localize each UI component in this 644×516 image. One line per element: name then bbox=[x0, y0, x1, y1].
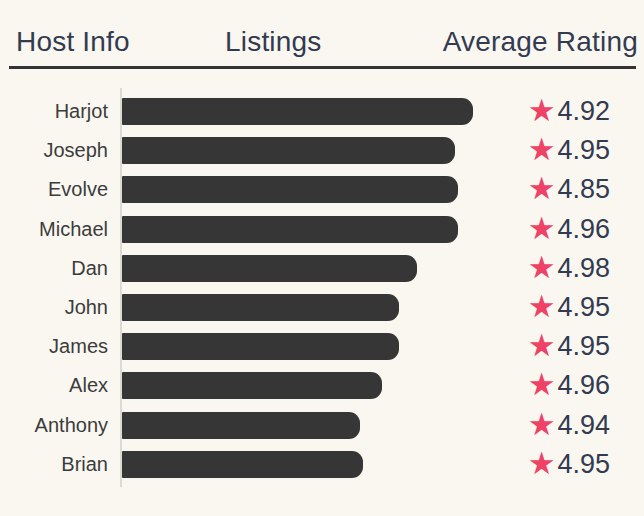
average-rating: ★ 4.96 bbox=[528, 370, 610, 401]
listings-bar-track bbox=[122, 412, 506, 439]
listings-bar-track bbox=[122, 294, 506, 321]
chart: Host Info Listings Average Rating Harjot… bbox=[0, 0, 644, 516]
listings-bar-track bbox=[122, 372, 506, 399]
listings-bar bbox=[122, 372, 382, 399]
average-rating: ★ 4.95 bbox=[528, 292, 610, 323]
average-rating: ★ 4.95 bbox=[528, 331, 610, 362]
listings-bar bbox=[122, 255, 417, 282]
rating-value: 4.95 bbox=[557, 292, 610, 323]
average-rating: ★ 4.98 bbox=[528, 253, 610, 284]
rating-value: 4.85 bbox=[557, 174, 610, 205]
table-row: Anthony ★ 4.94 bbox=[0, 406, 644, 445]
listings-bar-track bbox=[122, 137, 506, 164]
table-row: Joseph ★ 4.95 bbox=[0, 131, 644, 170]
star-icon: ★ bbox=[528, 215, 556, 242]
listings-bar bbox=[122, 137, 455, 164]
rating-value: 4.95 bbox=[557, 331, 610, 362]
table-row: Michael ★ 4.96 bbox=[0, 210, 644, 249]
listings-bar bbox=[122, 294, 399, 321]
listings-bar-track bbox=[122, 451, 506, 478]
column-header-average-rating: Average Rating bbox=[443, 26, 638, 58]
table-row: John ★ 4.95 bbox=[0, 288, 644, 327]
star-icon: ★ bbox=[528, 254, 556, 281]
listings-bar bbox=[122, 333, 399, 360]
rating-value: 4.95 bbox=[557, 449, 610, 480]
listings-bar-track bbox=[122, 333, 506, 360]
host-name-label: Alex bbox=[0, 374, 108, 397]
average-rating: ★ 4.95 bbox=[528, 449, 610, 480]
star-icon: ★ bbox=[528, 293, 556, 320]
rating-value: 4.96 bbox=[557, 370, 610, 401]
table-row: Dan ★ 4.98 bbox=[0, 249, 644, 288]
table-row: James ★ 4.95 bbox=[0, 327, 644, 366]
table-row: Alex ★ 4.96 bbox=[0, 366, 644, 405]
host-name-label: John bbox=[0, 296, 108, 319]
host-name-label: Dan bbox=[0, 257, 108, 280]
star-icon: ★ bbox=[528, 371, 556, 398]
listings-bar-track bbox=[122, 216, 506, 243]
host-name-label: James bbox=[0, 335, 108, 358]
average-rating: ★ 4.95 bbox=[528, 135, 610, 166]
average-rating: ★ 4.96 bbox=[528, 214, 610, 245]
star-icon: ★ bbox=[528, 136, 556, 163]
star-icon: ★ bbox=[528, 97, 556, 124]
column-header-host-info: Host Info bbox=[16, 26, 130, 58]
listings-bar bbox=[122, 451, 363, 478]
chart-rows: Harjot ★ 4.92 Joseph ★ 4.95 Evolve bbox=[0, 92, 644, 484]
listings-bar bbox=[122, 216, 458, 243]
star-icon: ★ bbox=[528, 411, 556, 438]
listings-bar-track bbox=[122, 176, 506, 203]
host-name-label: Harjot bbox=[0, 100, 108, 123]
rating-value: 4.92 bbox=[557, 96, 610, 127]
host-name-label: Brian bbox=[0, 453, 108, 476]
average-rating: ★ 4.94 bbox=[528, 410, 610, 441]
host-name-label: Joseph bbox=[0, 139, 108, 162]
listings-bar-track bbox=[122, 255, 506, 282]
average-rating: ★ 4.92 bbox=[528, 96, 610, 127]
table-row: Harjot ★ 4.92 bbox=[0, 92, 644, 131]
rating-value: 4.98 bbox=[557, 253, 610, 284]
rating-value: 4.94 bbox=[557, 410, 610, 441]
column-header-listings: Listings bbox=[225, 26, 322, 58]
host-name-label: Anthony bbox=[0, 414, 108, 437]
host-name-label: Michael bbox=[0, 218, 108, 241]
table-row: Evolve ★ 4.85 bbox=[0, 170, 644, 209]
star-icon: ★ bbox=[528, 175, 556, 202]
header-divider bbox=[9, 66, 636, 69]
average-rating: ★ 4.85 bbox=[528, 174, 610, 205]
star-icon: ★ bbox=[528, 332, 556, 359]
rating-value: 4.96 bbox=[557, 214, 610, 245]
listings-bar bbox=[122, 176, 458, 203]
table-row: Brian ★ 4.95 bbox=[0, 445, 644, 484]
listings-bar bbox=[122, 412, 360, 439]
host-name-label: Evolve bbox=[0, 178, 108, 201]
listings-bar-track bbox=[122, 98, 506, 125]
rating-value: 4.95 bbox=[557, 135, 610, 166]
star-icon: ★ bbox=[528, 450, 556, 477]
listings-bar bbox=[122, 98, 473, 125]
